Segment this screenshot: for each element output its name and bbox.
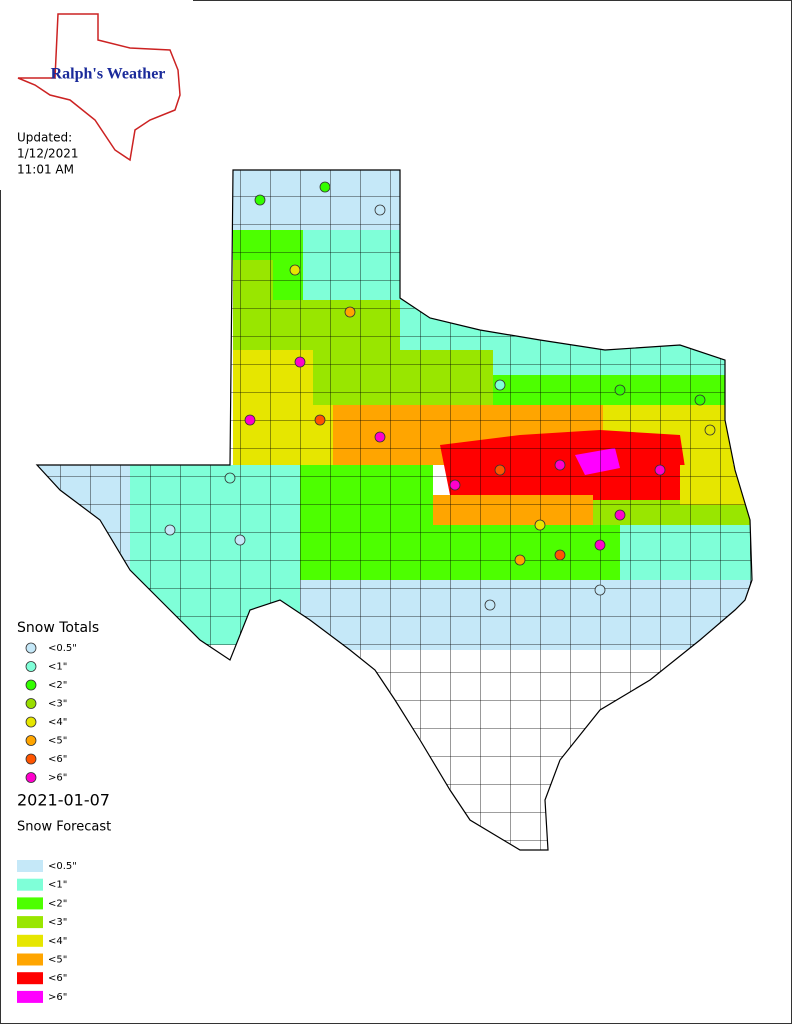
legend-swatch (17, 990, 43, 1003)
date: 2021-01-07 (17, 791, 110, 810)
legend-title: Snow Totals (17, 620, 99, 636)
observation-dots (164, 181, 716, 611)
legend-dot (25, 735, 37, 746)
legend-label: <4" (48, 717, 67, 728)
logo-text: Ralph's Weather (51, 66, 166, 83)
legend-swatch (17, 972, 43, 985)
legend-dot (25, 716, 37, 728)
legend-swatch (17, 860, 43, 872)
legend-swatch (17, 916, 43, 929)
legend-label: <2" (48, 680, 67, 691)
legend-label: >6" (48, 992, 67, 1003)
legend-label: <2" (48, 898, 67, 909)
legend-dot (25, 679, 37, 691)
legend-label: >6" (48, 773, 67, 784)
legend-swatch (17, 878, 43, 891)
legend-label: <4" (48, 936, 67, 947)
logo: Ralph's Weather Updated: 1/12/2021 11:01… (0, 0, 193, 190)
legend-label: <5" (48, 955, 67, 966)
legend-label: <3" (48, 917, 67, 928)
legend-label: <1" (48, 662, 67, 673)
legend-label: <3" (48, 699, 67, 710)
legend-swatch (17, 934, 43, 947)
legend-dot (25, 753, 37, 765)
legend-label: <5" (48, 736, 67, 747)
legend-label: <0.5" (48, 643, 77, 654)
updated-line: 1/12/2021 (17, 147, 79, 161)
legend-label: <6" (48, 973, 67, 984)
legend-dot (25, 661, 37, 672)
updated-line: 11:01 AM (17, 163, 74, 177)
updated-line: Updated: (17, 131, 72, 145)
legend-dot (25, 642, 37, 654)
legend-label: <6" (48, 754, 67, 765)
legend-dot (25, 772, 37, 783)
legend-swatch (17, 897, 43, 910)
legend-label: <1" (48, 880, 67, 891)
legend-swatch (17, 953, 43, 966)
legend-dot (25, 698, 37, 709)
state-outline (35, 169, 753, 851)
legend-title: Snow Forecast (17, 820, 111, 835)
legends: <0.5" <1" <2" <3" <4" <5" <6" >6" <0.5" <1" <2" <3"… (17, 642, 77, 1003)
legend-label: <0.5" (48, 861, 77, 872)
